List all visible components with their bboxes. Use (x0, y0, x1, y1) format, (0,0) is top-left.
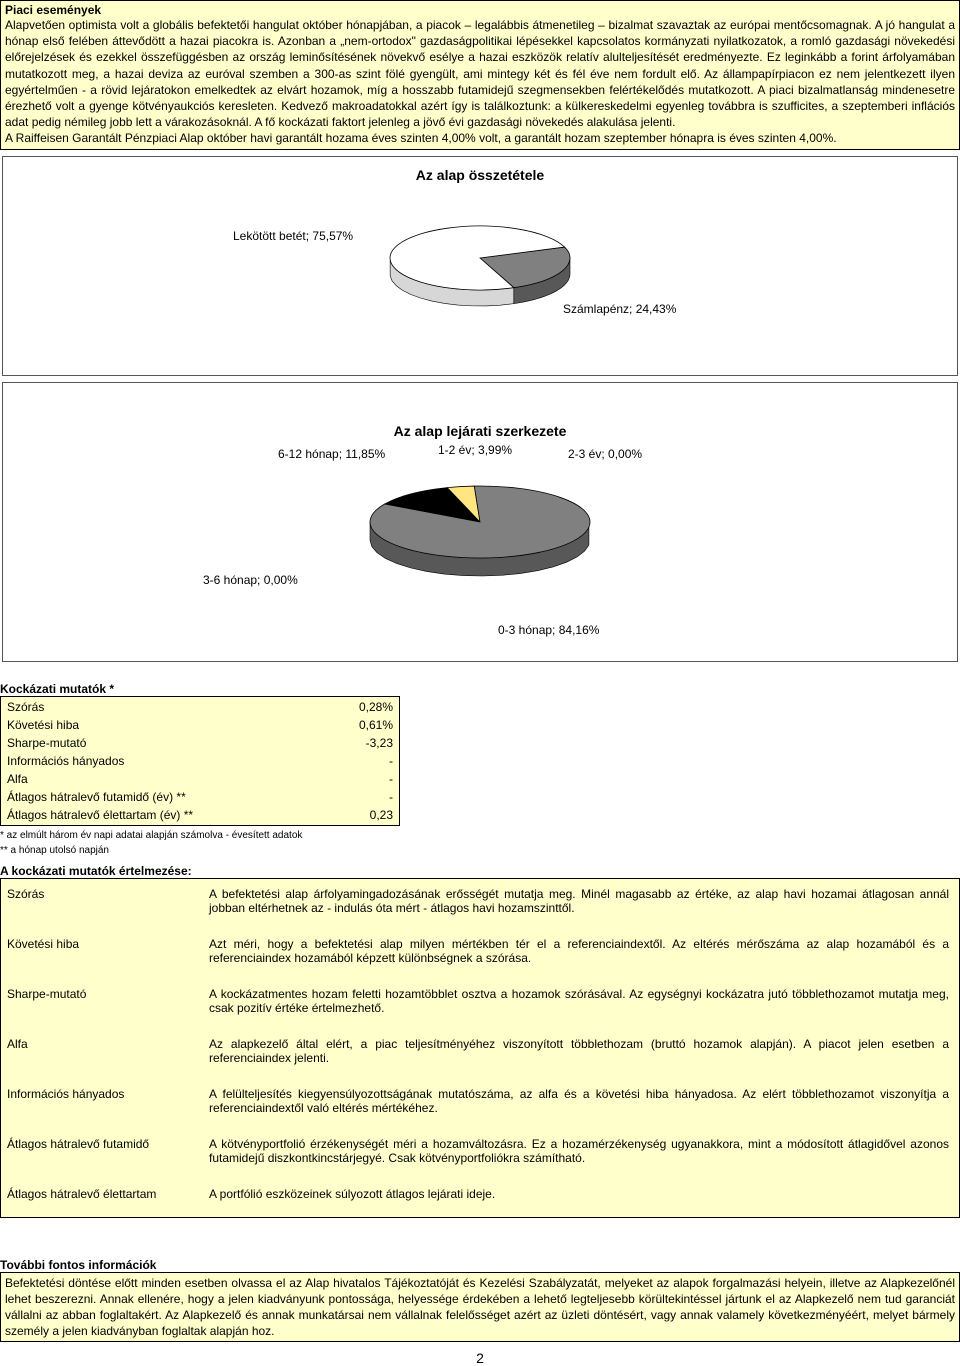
risk-row-name: Sharpe-mutató (3, 735, 325, 751)
defs-row: Követési hibaAzt méri, hogy a befektetés… (3, 931, 957, 979)
risk-row-name: Követési hiba (3, 717, 325, 733)
chart1-label-1: Számlapénz; 24,43% (563, 302, 676, 316)
risk-row-name: Átlagos hátralevő élettartam (év) ** (3, 807, 325, 823)
chart2-label-4: 2-3 év; 0,00% (568, 447, 642, 461)
risk-row-name: Szórás (3, 699, 325, 715)
maturity-chart: Az alap lejárati szerkezete 6-12 hónap; … (2, 382, 958, 662)
composition-chart: Az alap összetétele Lekötött betét; 75,5… (2, 156, 958, 376)
risk-row-name: Átlagos hátralevő futamidő (év) ** (3, 789, 325, 805)
defs-text: A kötvényportfolió érzékenységét méri a … (205, 1131, 957, 1179)
market-events-title: Piaci események (5, 3, 955, 17)
chart2-label-1: 3-6 hónap; 0,00% (203, 573, 298, 587)
risk-footnote-1: * az elmúlt három év napi adatai alapján… (0, 830, 960, 841)
composition-pie (370, 213, 590, 323)
composition-chart-title: Az alap összetétele (13, 167, 947, 183)
chart2-label-3: 1-2 év; 3,99% (438, 443, 512, 457)
risk-row: Átlagos hátralevő futamidő (év) **- (3, 789, 397, 805)
risk-row-name: Alfa (3, 771, 325, 787)
defs-text: A felülteljesítés kiegyensúlyozottságána… (205, 1081, 957, 1129)
defs-row: Sharpe-mutatóA kockázatmentes hozam fele… (3, 981, 957, 1029)
defs-term: Követési hiba (3, 931, 203, 979)
risk-row: Átlagos hátralevő élettartam (év) **0,23 (3, 807, 397, 823)
risk-row-value: 0,61% (327, 717, 397, 733)
risk-row-value: -3,23 (327, 735, 397, 751)
risk-row: Sharpe-mutató-3,23 (3, 735, 397, 751)
defs-text: Azt méri, hogy a befektetési alap milyen… (205, 931, 957, 979)
risk-title: Kockázati mutatók * (0, 682, 960, 696)
risk-table: Szórás0,28%Követési hiba0,61%Sharpe-muta… (0, 696, 400, 826)
defs-row: Információs hányadosA felülteljesítés ki… (3, 1081, 957, 1129)
defs-text: A kockázatmentes hozam feletti hozamtöbb… (205, 981, 957, 1029)
further-text: Befektetési döntése előtt minden esetben… (0, 1272, 960, 1343)
defs-row: SzórásA befektetési alap árfolyamingadoz… (3, 881, 957, 929)
risk-row-value: - (327, 789, 397, 805)
risk-footnote-2: ** a hónap utolsó napján (0, 845, 960, 856)
market-events-box: Piaci események Alapvetően optimista vol… (0, 0, 960, 150)
defs-term: Átlagos hátralevő futamidő (3, 1131, 203, 1179)
risk-row: Alfa- (3, 771, 397, 787)
defs-table: SzórásA befektetési alap árfolyamingadoz… (0, 878, 960, 1218)
defs-term: Átlagos hátralevő élettartam (3, 1181, 203, 1215)
risk-row: Szórás0,28% (3, 699, 397, 715)
chart2-label-2: 6-12 hónap; 11,85% (278, 447, 385, 461)
defs-term: Alfa (3, 1031, 203, 1079)
risk-row: Követési hiba0,61% (3, 717, 397, 733)
risk-row-value: 0,28% (327, 699, 397, 715)
defs-text: A befektetési alap árfolyamingadozásának… (205, 881, 957, 929)
maturity-chart-title: Az alap lejárati szerkezete (13, 423, 947, 439)
defs-term: Sharpe-mutató (3, 981, 203, 1029)
defs-term: Szórás (3, 881, 203, 929)
further-title: További fontos információk (0, 1258, 960, 1272)
risk-row-value: 0,23 (327, 807, 397, 823)
risk-row: Információs hányados- (3, 753, 397, 769)
risk-row-name: Információs hányados (3, 753, 325, 769)
defs-row: Átlagos hátralevő élettartamA portfólió … (3, 1181, 957, 1215)
defs-term: Információs hányados (3, 1081, 203, 1129)
defs-title: A kockázati mutatók értelmezése: (0, 864, 960, 878)
risk-row-value: - (327, 771, 397, 787)
page-number: 2 (0, 1350, 960, 1366)
defs-row: AlfaAz alapkezelő által elért, a piac te… (3, 1031, 957, 1079)
chart1-label-0: Lekötött betét; 75,57% (233, 229, 353, 243)
maturity-pie (350, 474, 610, 594)
defs-text: Az alapkezelő által elért, a piac teljes… (205, 1031, 957, 1079)
market-events-body2: A Raiffeisen Garantált Pénzpiaci Alap ok… (5, 130, 955, 146)
chart2-label-0: 0-3 hónap; 84,16% (498, 623, 599, 637)
defs-row: Átlagos hátralevő futamidőA kötvényportf… (3, 1131, 957, 1179)
market-events-body: Alapvetően optimista volt a globális bef… (5, 17, 955, 130)
defs-text: A portfólió eszközeinek súlyozott átlago… (205, 1181, 957, 1215)
risk-row-value: - (327, 753, 397, 769)
